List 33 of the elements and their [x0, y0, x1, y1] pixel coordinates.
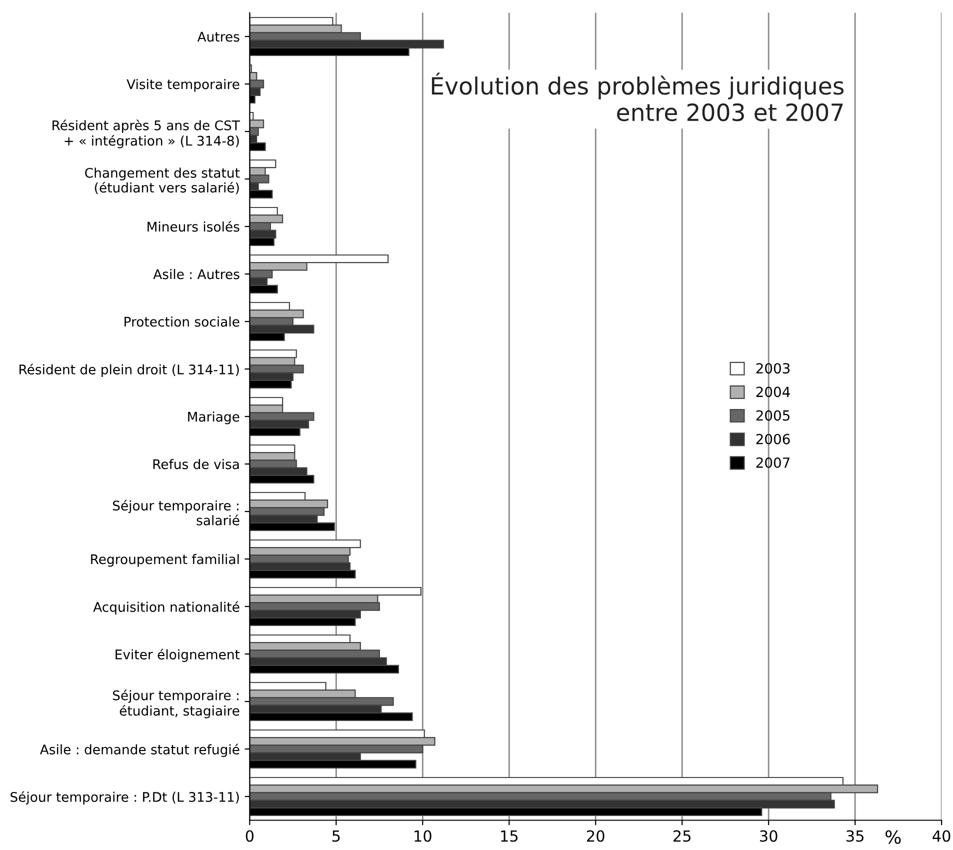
x-tick-label: 25 — [674, 830, 690, 842]
y-tick-label: Asile : Autres — [153, 268, 240, 280]
legend-label: 2004 — [756, 386, 790, 398]
y-tick-label: Acquisition nationalité — [93, 601, 240, 615]
legend-label: 2007 — [756, 457, 790, 468]
x-tick-label: 20 — [587, 830, 604, 842]
x-tick-label: 35 — [846, 830, 864, 842]
y-tick-label: Séjour temporaire : P.Dt (L 313-11) — [10, 791, 239, 805]
y-tick-label: Mineurs isolés — [148, 220, 240, 232]
y-tick-label: Asile : demande statut refugié — [40, 744, 240, 758]
legend-label: 2003 — [756, 363, 790, 374]
text: Évolution des problèmes juridiques entre 2003 et 2007 — [432, 72, 844, 122]
legend-label: 2006 — [756, 434, 790, 444]
y-tick-label: Changement des statut (étudiant vers salarié) — [85, 168, 240, 194]
y-tick-label: Mariage — [188, 411, 240, 424]
x-tick-label: 15 — [501, 830, 518, 842]
legend-label: 2005 — [756, 410, 790, 421]
y-tick-label: Séjour temporaire : étudiant, stagiaire — [112, 690, 240, 718]
y-tick-label: Résident après 5 ans de CST + « intégration » (L 314-8) — [52, 120, 240, 148]
x-tick-label: 10 — [414, 830, 432, 842]
x-tick-label: 40 — [932, 830, 950, 842]
y-tick-label: Résident de plein droit (L 314-11) — [20, 364, 239, 378]
y-tick-label: Refus de visa — [153, 458, 239, 470]
y-tick-label: Séjour temporaire : salarié — [112, 500, 240, 526]
y-tick-label: Protection sociale — [124, 316, 240, 327]
y-tick-label: Autres — [197, 32, 240, 42]
y-tick-label: Regroupement familial — [91, 554, 239, 567]
y-tick-label: Visite temporaire — [126, 78, 240, 92]
x-tick-label: 0 — [246, 830, 254, 842]
y-tick-label: Eviter éloignement — [116, 648, 240, 662]
x-axis-title: % — [886, 830, 901, 844]
x-tick-label: 5 — [332, 830, 340, 842]
x-tick-label: 30 — [760, 830, 778, 842]
